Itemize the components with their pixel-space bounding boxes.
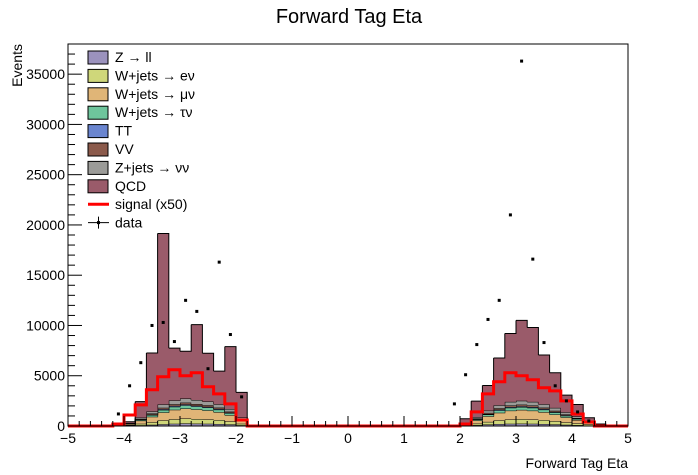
data-point [228,333,232,337]
x-tick-label: −1 [284,430,300,446]
data-point [128,384,132,388]
legend-entry: W+jets → eν [87,67,195,83]
data-point [206,367,210,371]
legend-entry: W+jets → τν [87,104,193,120]
legend-entry: signal (x50) [88,196,187,212]
stack-layer-2 [68,408,628,426]
x-tick-label: −5 [60,430,76,446]
x-tick-label: −2 [228,430,244,446]
x-tick-label: −4 [116,430,132,446]
legend-swatch [87,124,109,139]
x-tick-label: 5 [624,430,632,446]
legend-swatch [87,68,109,83]
legend-swatch [87,105,109,120]
legend-entry: TT [87,123,133,139]
legend-label: W+jets → μν [115,86,195,102]
legend-entry: W+jets → μν [87,86,195,102]
data-point [116,412,120,416]
data-point [139,361,143,365]
legend-label: data [115,215,142,231]
legend-label: W+jets → eν [115,67,195,83]
stack-layer-7 [68,233,628,426]
y-tick-label: 20000 [26,217,65,233]
legend-entry: data [88,215,142,231]
data-point [195,309,199,313]
data-point [497,298,501,302]
y-tick-label: 25000 [26,167,65,183]
legend-label: signal (x50) [115,196,187,212]
data-point [172,340,176,344]
stacked-histogram [68,232,628,427]
data-point [475,343,479,347]
legend-swatch [87,142,109,157]
data-point [452,402,456,406]
data-point [553,384,557,388]
y-tick-label: 15000 [26,267,65,283]
y-tick-label: 30000 [26,116,65,132]
legend-swatch [87,87,109,102]
legend-label: Z+jets → νν [115,159,189,175]
data-point [240,395,244,399]
data-point [184,298,188,302]
y-tick-label: 5000 [34,368,65,384]
chart-title: Forward Tag Eta [276,6,423,28]
data-point [542,341,546,345]
data-point [531,257,535,261]
legend-label: VV [115,141,134,157]
data-point [150,323,154,327]
data-point [576,410,580,414]
data-points [116,59,591,423]
legend-label: Z → ll [115,49,152,65]
legend-marker [97,221,100,225]
legend-label: TT [115,123,133,139]
legend-entry: VV [87,141,134,157]
x-tick-label: 3 [512,430,520,446]
y-tick-label: 10000 [26,317,65,333]
legend-entry: Z+jets → νν [87,159,189,175]
legend-swatch [87,160,109,175]
x-tick-label: −3 [172,430,188,446]
data-point [464,373,468,377]
legend-label: QCD [115,178,146,194]
y-tick-label: 35000 [26,66,65,82]
data-point [564,399,568,403]
axes: −5 −4 −3 −2 −1 0 1 2 3 4 5 0 5000 10000 15000 20000 2500… [26,43,632,446]
legend-entry: Z → ll [87,49,152,65]
legend-label: W+jets → τν [115,104,193,120]
y-axis-label: Events [9,44,25,87]
x-tick-label: 1 [400,430,408,446]
data-point [161,320,165,324]
legend-swatch [87,179,109,194]
x-tick-label: 0 [344,430,352,446]
data-point [508,213,512,217]
stack-layer-1 [68,418,628,426]
legend-swatch [87,50,109,65]
data-point [217,260,221,264]
y-tick-label: 0 [57,418,65,434]
x-axis-label: Forward Tag Eta [526,455,629,471]
legend-entry: QCD [87,178,146,194]
x-tick-label: 4 [568,430,576,446]
x-tick-label: 2 [456,430,464,446]
data-point [486,317,490,321]
legend: Z → ll W+jets → eν W+jets → μν W+jets → τν T… [87,49,195,231]
data-point [587,419,591,423]
data-point [520,59,524,63]
